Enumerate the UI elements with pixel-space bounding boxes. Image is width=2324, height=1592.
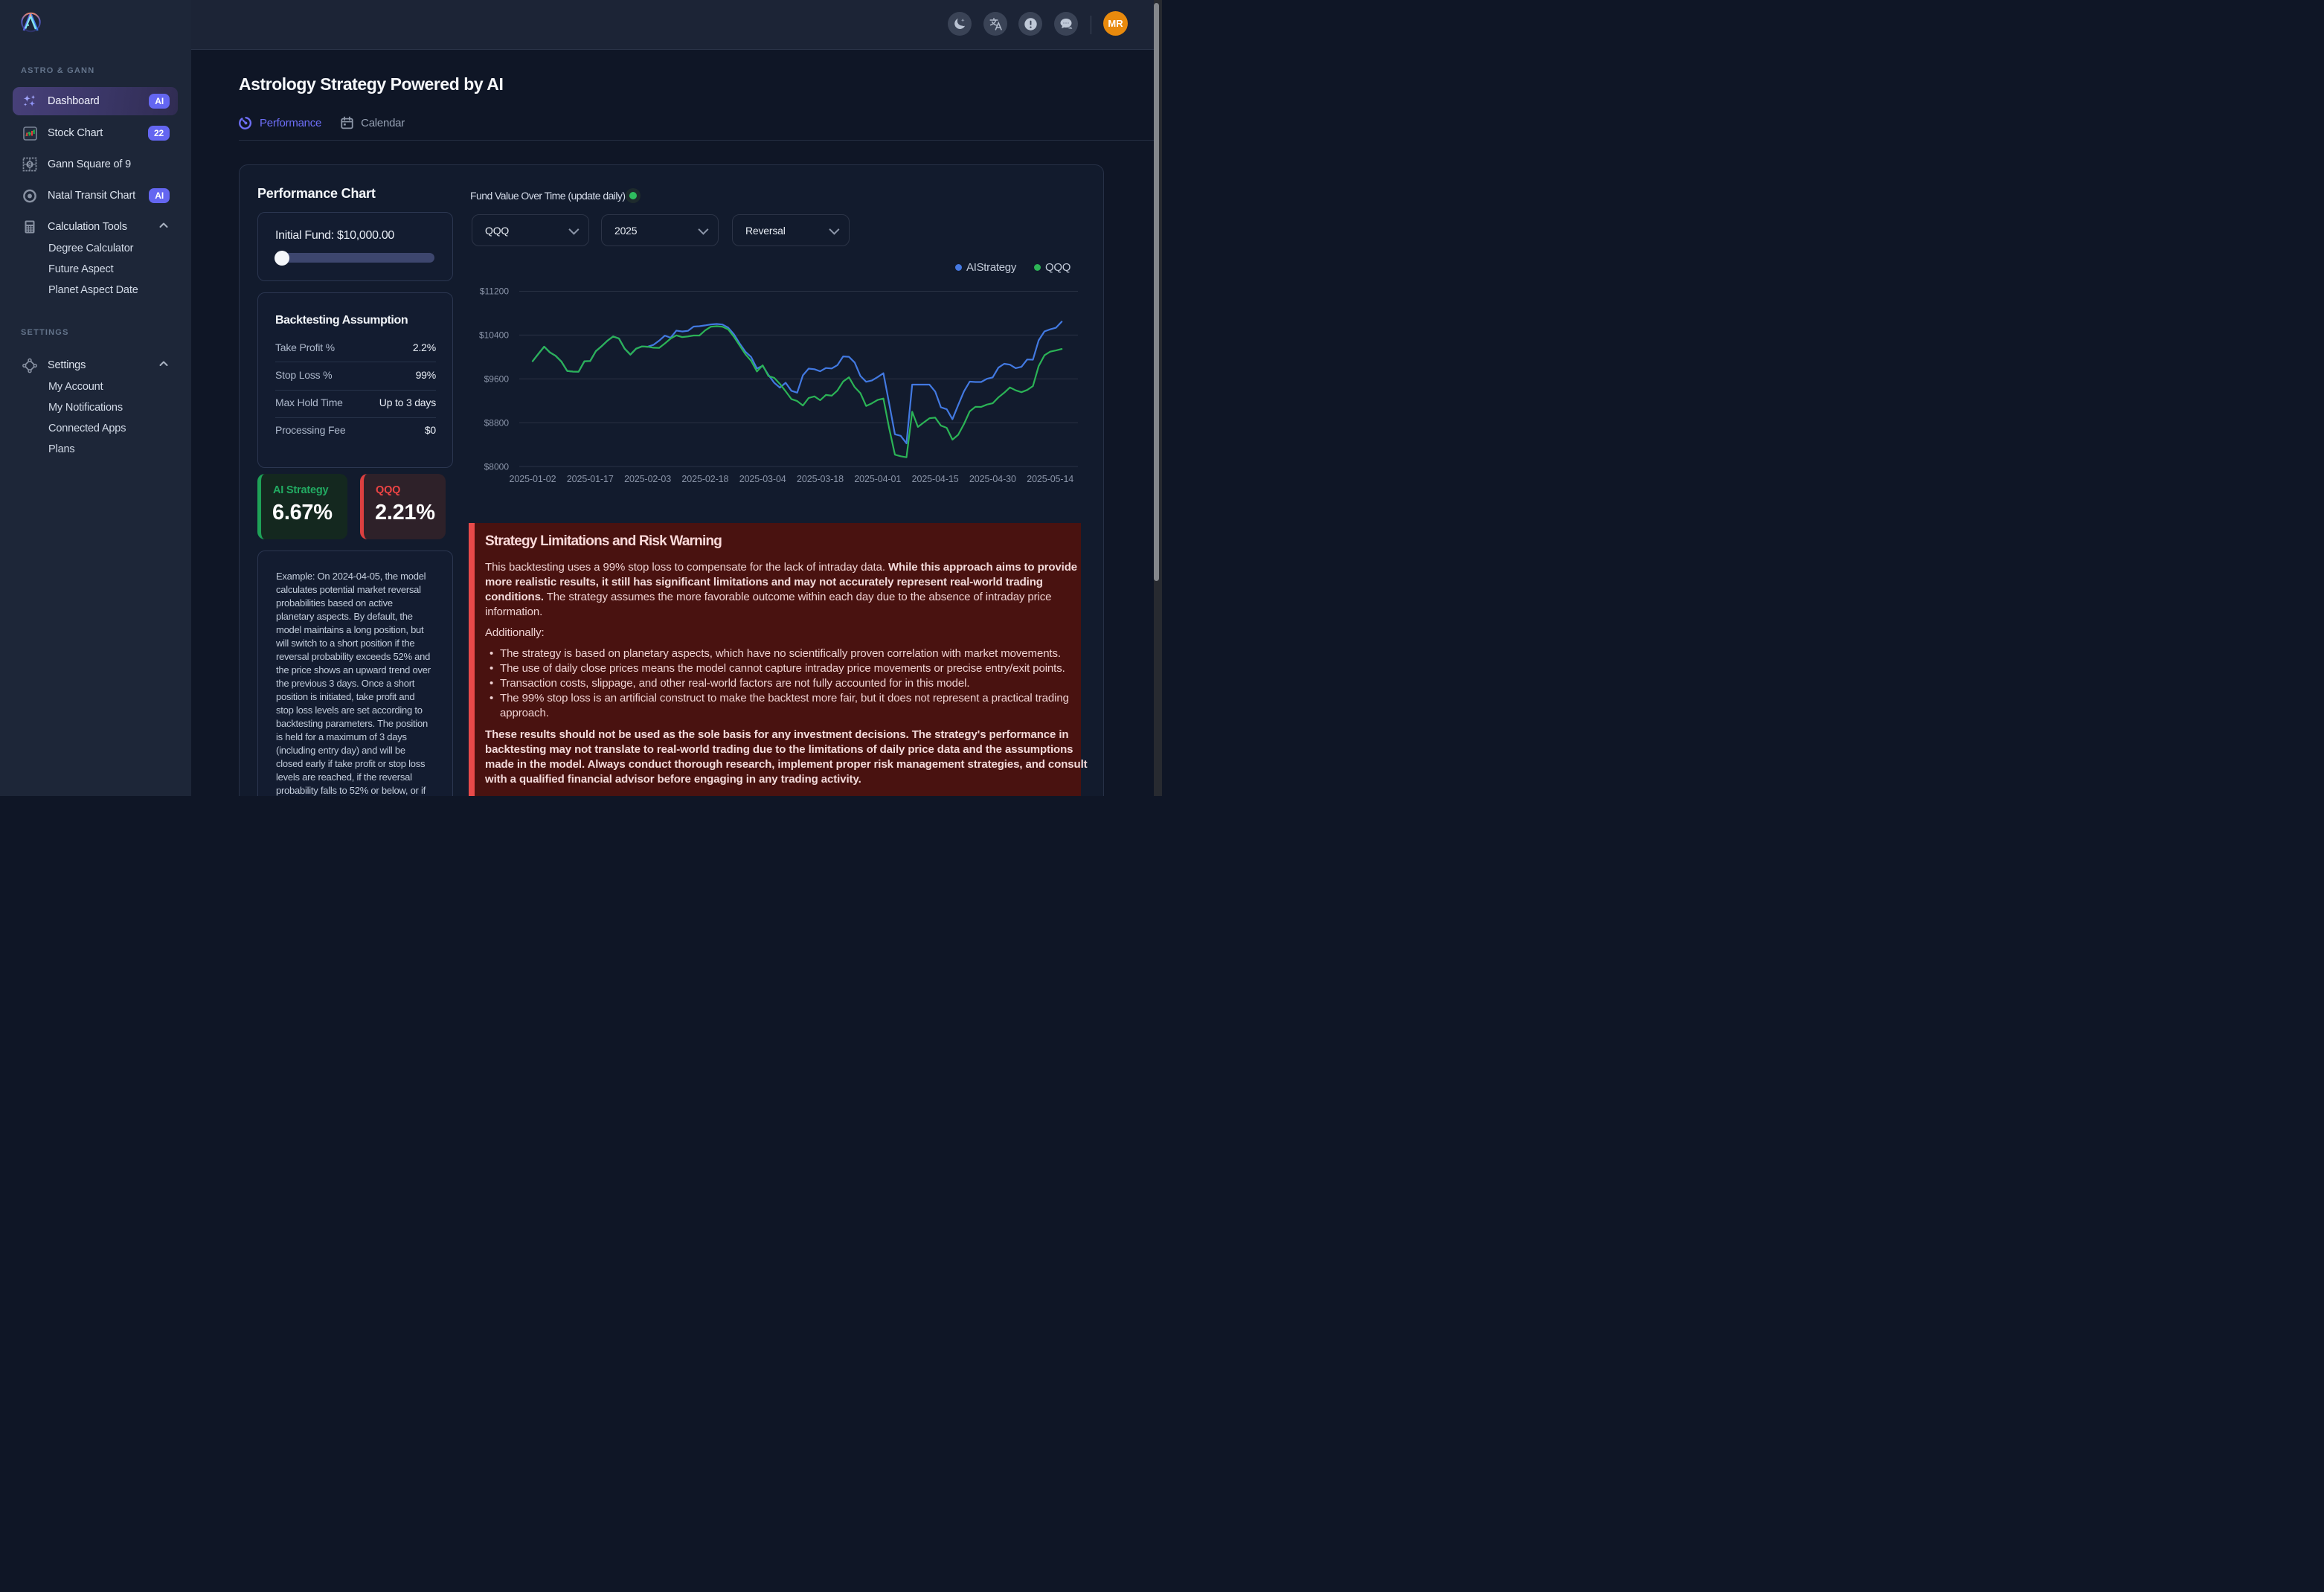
svg-text:2025-01-17: 2025-01-17 [567,474,614,484]
svg-text:2025-05-14: 2025-05-14 [1027,474,1073,484]
svg-text:2025-03-18: 2025-03-18 [797,474,844,484]
svg-text:2025-03-04: 2025-03-04 [739,474,786,484]
svg-text:2025-04-01: 2025-04-01 [854,474,901,484]
svg-text:2025-02-03: 2025-02-03 [624,474,671,484]
svg-text:2025-01-02: 2025-01-02 [510,474,556,484]
svg-text:9: 9 [28,161,32,168]
svg-text:$8000: $8000 [484,461,510,472]
svg-text:2025-02-18: 2025-02-18 [681,474,728,484]
svg-text:$10400: $10400 [479,330,509,341]
svg-text:$9600: $9600 [484,374,510,385]
svg-text:$8800: $8800 [484,417,510,428]
svg-text:2025-04-15: 2025-04-15 [912,474,959,484]
svg-text:2025-04-30: 2025-04-30 [969,474,1016,484]
svg-text:$11200: $11200 [480,286,509,297]
